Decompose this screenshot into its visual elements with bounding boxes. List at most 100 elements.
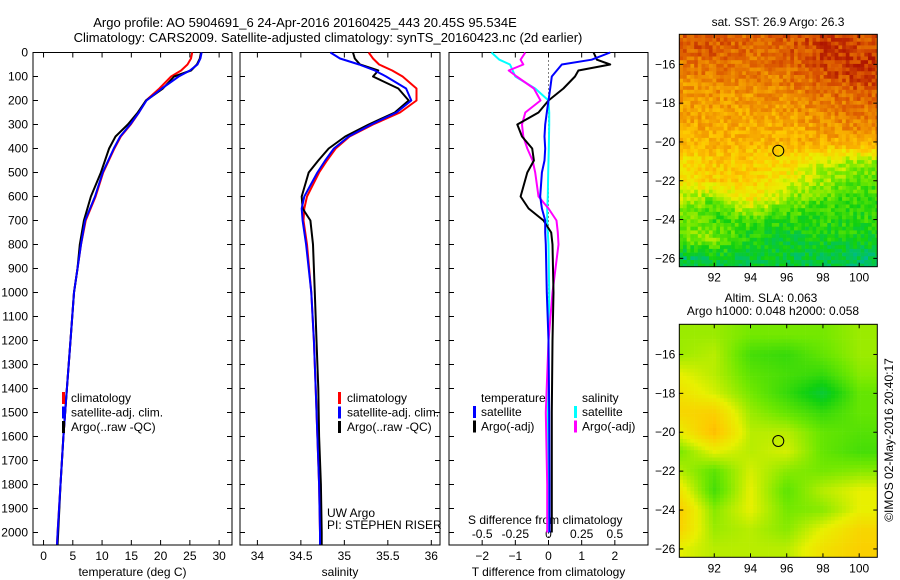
heatmap-cell — [764, 256, 769, 261]
heatmap-cell — [782, 398, 787, 403]
heatmap-cell — [723, 115, 728, 120]
heatmap-cell — [805, 152, 810, 157]
heatmap-cell — [705, 108, 710, 113]
heatmap-cell — [708, 108, 713, 113]
heatmap-cell — [790, 163, 795, 168]
heatmap-cell — [819, 237, 824, 242]
heatmap-cell — [708, 100, 713, 105]
heatmap-cell — [768, 45, 773, 50]
heatmap-cell — [745, 223, 750, 227]
heatmap-cell — [697, 383, 702, 388]
heatmap-cell — [801, 38, 806, 42]
heatmap-cell — [834, 353, 839, 358]
heatmap-cell — [871, 123, 876, 128]
heatmap-cell — [712, 193, 717, 198]
heatmap-cell — [731, 38, 736, 42]
heatmap-cell — [805, 134, 810, 139]
heatmap-cell — [775, 263, 780, 267]
heatmap-cell — [860, 234, 865, 239]
heatmap-cell — [868, 75, 872, 79]
heatmap-cell — [864, 104, 869, 109]
heatmap-cell — [775, 237, 780, 242]
heatmap-cell — [842, 86, 847, 91]
heatmap-cell — [842, 357, 847, 362]
heatmap-cell — [812, 260, 817, 264]
heatmap-cell — [860, 152, 865, 157]
heatmap-cell — [860, 208, 865, 213]
heatmap-cell — [701, 226, 706, 231]
heatmap-cell — [690, 204, 695, 209]
heatmap-cell — [745, 398, 750, 403]
heatmap-cell — [705, 75, 710, 79]
heatmap-cell — [757, 248, 761, 253]
heatmap-cell — [779, 163, 784, 168]
heatmap-cell — [782, 237, 787, 242]
heatmap-cell — [819, 52, 824, 57]
heatmap-cell — [753, 376, 758, 381]
heatmap-cell — [856, 402, 861, 406]
heatmap-cell — [790, 357, 795, 362]
heatmap-cell — [775, 226, 780, 231]
heatmap-cell — [838, 245, 843, 250]
heatmap-cell — [853, 178, 858, 183]
heatmap-cell — [794, 245, 798, 250]
heatmap-cell — [727, 365, 732, 369]
heatmap-cell — [690, 260, 695, 264]
heatmap-cell — [779, 186, 784, 190]
heatmap-cell — [679, 189, 684, 194]
heatmap-cell — [790, 234, 795, 239]
heatmap-cell — [768, 141, 773, 146]
heatmap-cell — [694, 178, 699, 183]
heatmap-cell — [856, 193, 861, 198]
heatmap-cell — [694, 328, 699, 332]
heatmap-cell — [690, 93, 695, 98]
heatmap-cell — [723, 256, 728, 261]
heatmap-cell — [834, 226, 839, 231]
heatmap-cell — [701, 130, 706, 135]
heatmap-cell — [790, 112, 795, 116]
heatmap-cell — [738, 241, 743, 246]
heatmap-cell — [816, 219, 821, 224]
heatmap-cell — [705, 189, 710, 194]
heatmap-cell — [827, 52, 832, 57]
heatmap-cell — [705, 379, 710, 384]
heatmap-cell — [727, 372, 732, 377]
heatmap-cell — [771, 86, 776, 91]
heatmap-cell — [805, 248, 810, 253]
heatmap-cell — [816, 226, 821, 231]
heatmap-cell — [823, 56, 828, 61]
heatmap-cell — [797, 45, 802, 50]
heatmap-cell — [831, 189, 835, 194]
heatmap-cell — [738, 211, 743, 216]
y-tick-label: 200 — [8, 94, 28, 108]
heatmap-cell — [738, 368, 743, 373]
heatmap-cell — [731, 189, 736, 194]
heatmap-cell — [875, 237, 878, 242]
heatmap-cell — [845, 123, 850, 128]
heatmap-cell — [790, 252, 795, 257]
heatmap-cell — [775, 174, 780, 179]
heatmap-cell — [731, 376, 736, 381]
heatmap-cell — [686, 130, 691, 135]
heatmap-cell — [727, 263, 732, 267]
heatmap-cell — [705, 123, 710, 128]
heatmap-cell — [742, 75, 747, 79]
heatmap-cell — [775, 197, 780, 202]
heatmap-cell — [816, 372, 821, 377]
heatmap-cell — [856, 241, 861, 246]
heatmap-cell — [816, 361, 821, 366]
heatmap-cell — [731, 45, 736, 50]
heatmap-cell — [849, 167, 854, 172]
heatmap-cell — [705, 149, 710, 153]
heatmap-cell — [782, 394, 787, 399]
heatmap-cell — [794, 234, 798, 239]
heatmap-cell — [760, 141, 765, 146]
heatmap-cell — [764, 226, 769, 231]
heatmap-cell — [745, 342, 750, 347]
heatmap-cell — [742, 324, 747, 329]
heatmap-cell — [712, 350, 717, 355]
heatmap-cell — [819, 335, 824, 340]
heatmap-cell — [764, 119, 769, 124]
legend-label: climatology — [71, 391, 131, 405]
heatmap-cell — [731, 241, 736, 246]
